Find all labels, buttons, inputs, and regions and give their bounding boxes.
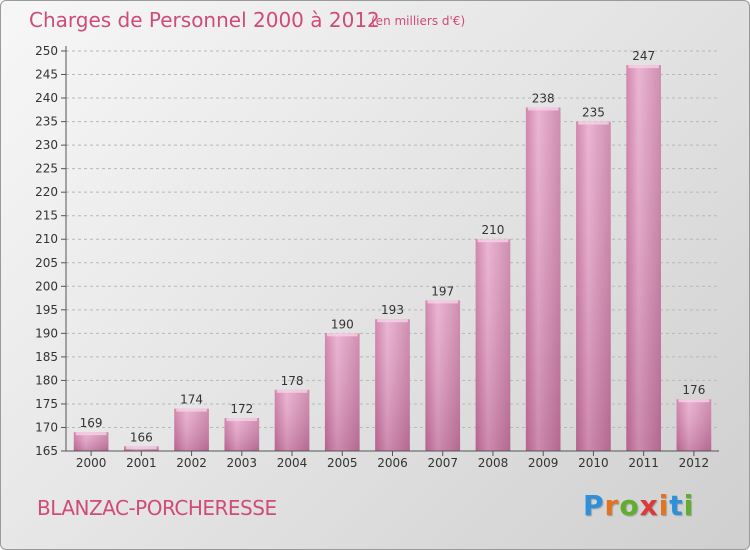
axis-layer: 165 170 175 180 185 190 195 200 205 210 215 220 225 2… (35, 44, 719, 470)
bar-highlight (527, 107, 559, 111)
bar-shade (274, 389, 310, 451)
data-label: 193 (381, 303, 404, 317)
bar-shade (174, 408, 209, 451)
bar-highlight (176, 408, 207, 412)
bar-highlight (628, 65, 659, 69)
bar-highlight (326, 333, 358, 337)
logo-letter: r (604, 489, 620, 522)
y-tick-label: 220 (35, 185, 58, 199)
x-tick-label: 2005 (327, 456, 358, 470)
bar-shade (475, 239, 511, 451)
bar-shade (626, 65, 661, 451)
bar-highlight (678, 399, 710, 403)
y-tick-label: 210 (35, 232, 58, 246)
y-tick-label: 195 (35, 303, 58, 317)
y-tick-label: 235 (35, 115, 58, 129)
x-tick-label: 2008 (478, 456, 509, 470)
data-label: 172 (230, 402, 253, 416)
bar-shade (375, 319, 410, 451)
x-tick-label: 2007 (427, 456, 458, 470)
y-tick-label: 180 (35, 373, 58, 387)
data-label: 190 (331, 317, 354, 331)
bar-highlight (226, 418, 258, 422)
data-label: 238 (532, 91, 555, 105)
y-tick-label: 225 (35, 162, 58, 176)
y-tick-label: 175 (35, 397, 58, 411)
chart-subtitle: (en milliers d'€) (371, 14, 466, 28)
logo-letter: t (669, 489, 684, 522)
data-label: 178 (281, 374, 304, 388)
data-label: 169 (80, 416, 103, 430)
bar-highlight (477, 239, 509, 243)
logo-letter: i (658, 489, 670, 522)
logo-letter: P (583, 489, 605, 522)
bar-shade (324, 333, 360, 451)
x-tick-label: 2011 (628, 456, 659, 470)
x-tick-label: 2004 (277, 456, 308, 470)
data-label: 197 (431, 284, 454, 298)
x-tick-label: 2003 (227, 456, 258, 470)
bar-highlight (578, 121, 609, 125)
data-label: 174 (180, 393, 203, 407)
x-tick-label: 2006 (377, 456, 408, 470)
bar-highlight (427, 300, 459, 304)
bar-highlight (75, 432, 107, 436)
x-tick-label: 2000 (76, 456, 107, 470)
y-tick-label: 205 (35, 256, 58, 270)
x-tick-label: 2010 (578, 456, 609, 470)
data-label: 210 (482, 223, 505, 237)
logo-letter: x (639, 489, 659, 522)
bar-shade (224, 418, 260, 451)
data-label: 176 (682, 383, 705, 397)
y-tick-label: 185 (35, 350, 58, 364)
location-name: BLANZAC-PORCHERESSE (37, 496, 277, 520)
bar-shade (525, 107, 561, 452)
bar-shade (576, 121, 611, 452)
y-tick-label: 170 (35, 420, 58, 434)
bar-highlight (276, 389, 308, 393)
bar-shade (676, 399, 712, 451)
data-label: 166 (130, 430, 153, 444)
logo-letter: o (619, 489, 640, 522)
bar-shade (425, 300, 461, 451)
bar-highlight (377, 319, 408, 323)
x-tick-label: 2001 (126, 456, 157, 470)
x-tick-label: 2002 (176, 456, 207, 470)
y-tick-label: 240 (35, 91, 58, 105)
logo-letter: i (683, 489, 695, 522)
x-tick-label: 2009 (528, 456, 559, 470)
x-tick-label: 2012 (679, 456, 710, 470)
y-tick-label: 190 (35, 326, 58, 340)
y-tick-label: 165 (35, 444, 58, 458)
y-tick-label: 250 (35, 44, 58, 58)
bars-layer: 169 166 174 172 178 190 193 197 210 238 235 247 176 (73, 49, 712, 452)
data-label: 247 (632, 49, 655, 63)
y-tick-label: 245 (35, 68, 58, 82)
chart-title: Charges de Personnel 2000 à 2012 (29, 8, 380, 32)
bar-highlight (126, 446, 157, 450)
bar-shade (73, 432, 109, 451)
y-tick-label: 200 (35, 279, 58, 293)
data-label: 235 (582, 106, 605, 120)
y-tick-label: 230 (35, 138, 58, 152)
proxiti-logo: Proxiti (583, 489, 694, 522)
y-tick-label: 215 (35, 209, 58, 223)
